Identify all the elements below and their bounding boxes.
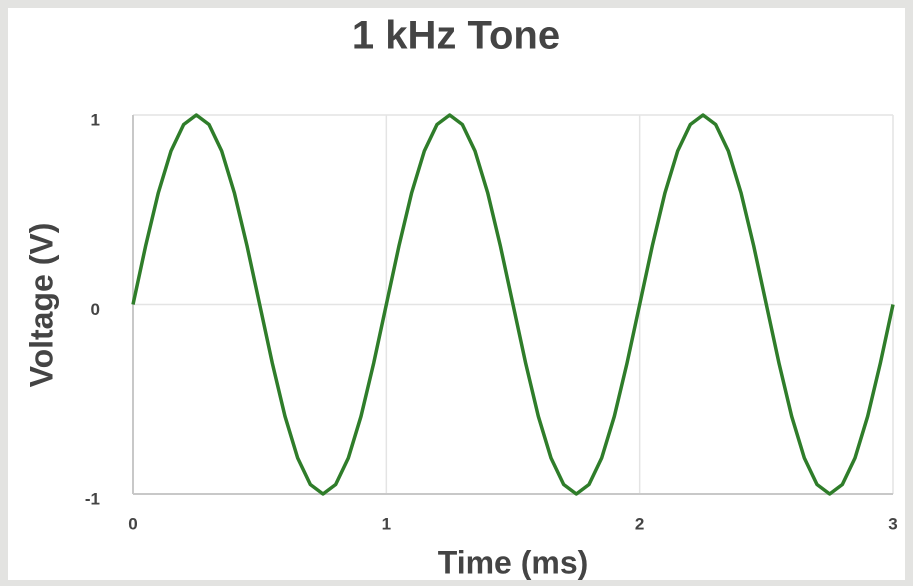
y-tick-label: -1 (85, 489, 100, 508)
x-tick-label: 0 (128, 514, 137, 533)
chart-title: 1 kHz Tone (352, 14, 560, 58)
x-tick-label: 1 (382, 514, 391, 533)
y-axis-label: Voltage (V) (23, 223, 59, 388)
x-tick-label: 3 (888, 514, 897, 533)
chart-background (8, 8, 905, 580)
data-line (131, 113, 895, 496)
x-axis-label: Time (ms) (438, 544, 589, 580)
y-tick-label: 0 (91, 300, 100, 319)
y-tick-label: 1 (91, 110, 100, 129)
x-tick-label: 2 (635, 514, 644, 533)
